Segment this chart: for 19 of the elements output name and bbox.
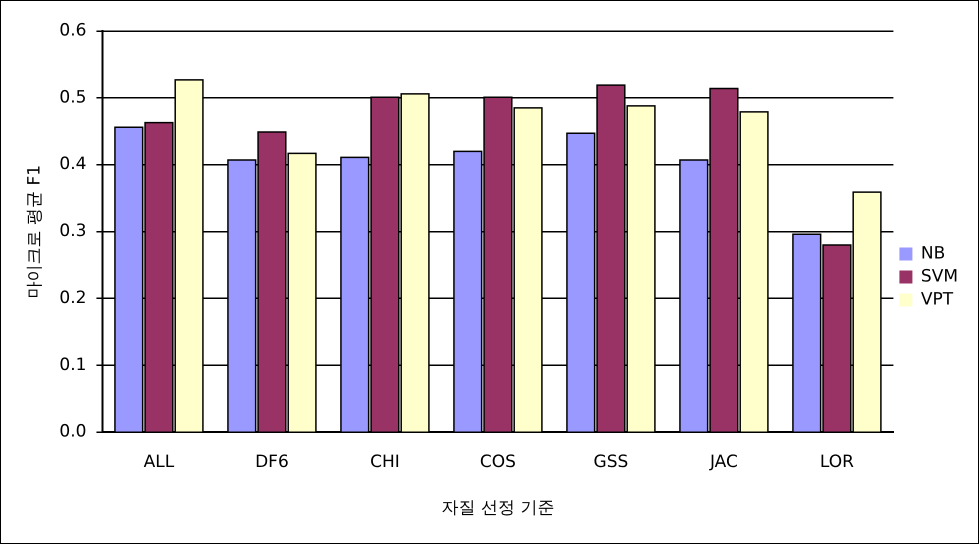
y-tick-label: 0.1: [59, 354, 86, 375]
y-tick-label: 0.2: [59, 288, 86, 308]
legend-label: NB: [920, 243, 946, 264]
legend-label: SVM: [920, 266, 958, 286]
y-tick-label: 0.4: [59, 154, 86, 174]
x-tick-label: LOR: [820, 452, 854, 472]
x-tick-label: ALL: [144, 452, 175, 472]
x-tick-label: DF6: [255, 452, 289, 472]
x-tick-label: COS: [480, 452, 516, 472]
y-tick-label: 0.5: [59, 87, 86, 108]
y-tick-label: 0.0: [59, 422, 86, 442]
legend-label: VPT: [920, 289, 954, 310]
y-tick-label: 0.3: [59, 221, 86, 242]
x-tick-label: JAC: [708, 452, 738, 472]
x-tick-label: GSS: [594, 452, 628, 472]
y-tick-label: 0.6: [59, 20, 86, 40]
y-axis-title: 마이크로 평균 F1: [24, 164, 45, 298]
x-tick-label: CHI: [370, 452, 400, 472]
x-axis-title: 자질 선정 기준: [442, 498, 554, 518]
